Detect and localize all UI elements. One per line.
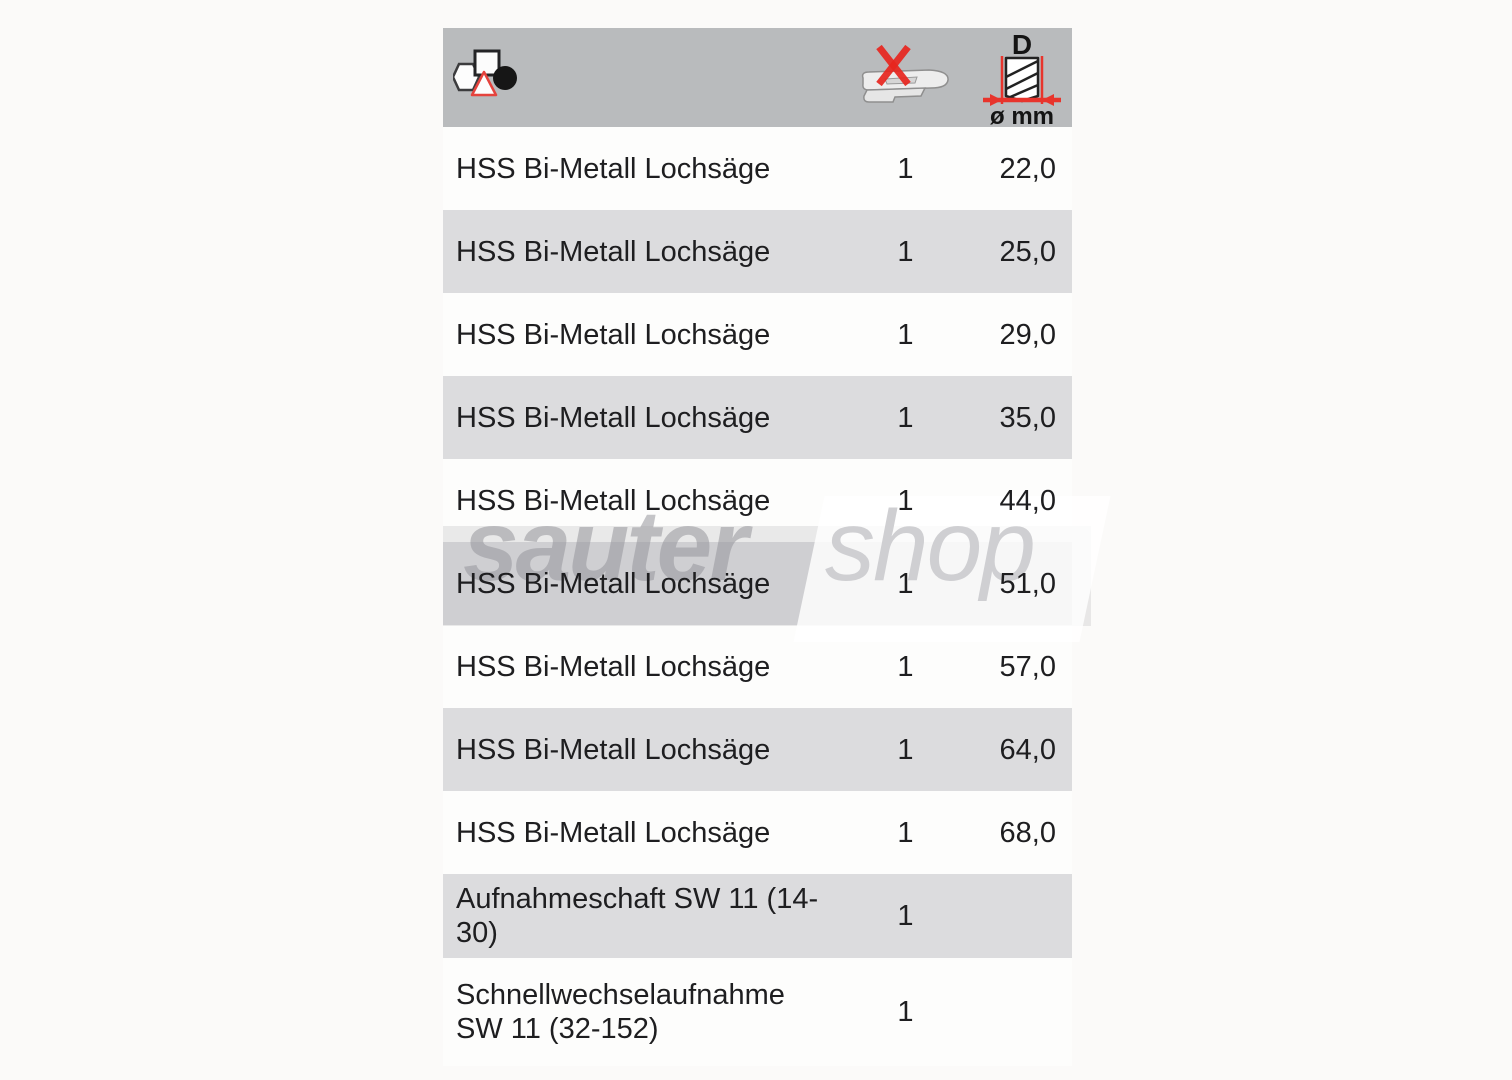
table-row: HSS Bi-Metall Lochsäge 1 57,0 xyxy=(443,625,1072,708)
row-diameter: 68,0 xyxy=(999,816,1056,849)
row-quantity: 1 xyxy=(897,567,914,600)
row-diameter-cell: 22,0 xyxy=(983,152,1072,186)
not-included-machine-icon xyxy=(861,44,949,103)
table-row: Aufnahmeschaft SW 11 (14-30) 1 xyxy=(443,874,1072,958)
row-quantity: 1 xyxy=(897,235,914,268)
row-diameter-cell xyxy=(983,995,1072,1029)
row-quantity-cell: 1 xyxy=(828,816,983,850)
row-diameter: 25,0 xyxy=(999,235,1056,268)
row-diameter: 64,0 xyxy=(999,733,1056,766)
table-row: HSS Bi-Metall Lochsäge 1 44,0 xyxy=(443,459,1072,542)
row-quantity: 1 xyxy=(897,484,914,517)
row-description: Aufnahmeschaft SW 11 (14-30) xyxy=(456,883,819,949)
row-quantity-cell: 1 xyxy=(828,567,983,601)
row-quantity: 1 xyxy=(897,650,914,683)
row-description-cell: HSS Bi-Metall Lochsäge xyxy=(443,484,828,518)
row-quantity-cell: 1 xyxy=(828,899,983,933)
row-description-cell: HSS Bi-Metall Lochsäge xyxy=(443,733,828,767)
row-diameter: 44,0 xyxy=(999,484,1056,517)
row-diameter: 57,0 xyxy=(999,650,1056,683)
row-description: HSS Bi-Metall Lochsäge xyxy=(456,567,771,600)
row-diameter-cell: 64,0 xyxy=(983,733,1072,767)
diameter-unit-label: ø mm xyxy=(990,103,1054,130)
table-row: HSS Bi-Metall Lochsäge 1 68,0 xyxy=(443,791,1072,874)
row-description: HSS Bi-Metall Lochsäge xyxy=(456,484,771,517)
table-row: HSS Bi-Metall Lochsäge 1 35,0 xyxy=(443,376,1072,459)
row-description: HSS Bi-Metall Lochsäge xyxy=(456,318,771,351)
row-diameter-cell: 25,0 xyxy=(983,235,1072,269)
row-quantity: 1 xyxy=(897,318,914,351)
table-row: HSS Bi-Metall Lochsäge 1 51,0 xyxy=(443,542,1072,625)
table-row: HSS Bi-Metall Lochsäge 1 22,0 xyxy=(443,127,1072,210)
row-quantity-cell: 1 xyxy=(828,733,983,767)
row-quantity: 1 xyxy=(897,401,914,434)
row-quantity: 1 xyxy=(897,152,914,185)
table-row: Schnellwechselaufnahme SW 11 (32-152) 1 xyxy=(443,958,1072,1066)
row-description-cell: Schnellwechselaufnahme SW 11 (32-152) xyxy=(443,978,828,1046)
row-description: HSS Bi-Metall Lochsäge xyxy=(456,401,771,434)
table-row: HSS Bi-Metall Lochsäge 1 25,0 xyxy=(443,210,1072,293)
row-diameter-cell: 51,0 xyxy=(983,567,1072,601)
row-description: Schnellwechselaufnahme SW 11 (32-152) xyxy=(456,979,785,1045)
table-row: HSS Bi-Metall Lochsäge 1 29,0 xyxy=(443,293,1072,376)
row-quantity-cell: 1 xyxy=(828,995,983,1029)
diameter-letter: D xyxy=(1012,30,1032,60)
row-quantity-cell: 1 xyxy=(828,152,983,186)
set-contents-shapes-icon xyxy=(453,49,517,97)
row-description-cell: HSS Bi-Metall Lochsäge xyxy=(443,567,828,601)
row-description-cell: HSS Bi-Metall Lochsäge xyxy=(443,152,828,186)
drill-diameter-icon: D ø mm xyxy=(983,30,1061,130)
row-description-cell: HSS Bi-Metall Lochsäge xyxy=(443,650,828,684)
row-description: HSS Bi-Metall Lochsäge xyxy=(456,152,771,185)
row-description-cell: HSS Bi-Metall Lochsäge xyxy=(443,318,828,352)
row-diameter: 29,0 xyxy=(999,318,1056,351)
row-diameter-cell: 44,0 xyxy=(983,484,1072,518)
row-diameter: 35,0 xyxy=(999,401,1056,434)
row-quantity: 1 xyxy=(897,816,914,849)
spec-table: D ø mm HSS Bi-Metall Lochsäge 1 22,0 HSS… xyxy=(443,28,1111,1066)
row-quantity-cell: 1 xyxy=(828,318,983,352)
table-body: HSS Bi-Metall Lochsäge 1 22,0 HSS Bi-Met… xyxy=(443,127,1072,1066)
row-description-cell: Aufnahmeschaft SW 11 (14-30) xyxy=(443,882,828,950)
row-description-cell: HSS Bi-Metall Lochsäge xyxy=(443,235,828,269)
row-quantity-cell: 1 xyxy=(828,650,983,684)
row-diameter-cell: 57,0 xyxy=(983,650,1072,684)
row-diameter-cell: 35,0 xyxy=(983,401,1072,435)
row-quantity: 1 xyxy=(897,900,914,932)
table-row: HSS Bi-Metall Lochsäge 1 64,0 xyxy=(443,708,1072,791)
row-diameter-cell: 68,0 xyxy=(983,816,1072,850)
row-quantity-cell: 1 xyxy=(828,484,983,518)
row-diameter-cell xyxy=(983,899,1072,933)
row-quantity-cell: 1 xyxy=(828,235,983,269)
row-quantity: 1 xyxy=(897,733,914,766)
row-description: HSS Bi-Metall Lochsäge xyxy=(456,733,771,766)
row-diameter: 22,0 xyxy=(999,152,1056,185)
row-diameter-cell: 29,0 xyxy=(983,318,1072,352)
spec-table-header: D ø mm xyxy=(443,28,1072,130)
row-diameter: 51,0 xyxy=(999,567,1056,600)
row-description: HSS Bi-Metall Lochsäge xyxy=(456,650,771,683)
row-quantity: 1 xyxy=(897,996,914,1028)
row-description-cell: HSS Bi-Metall Lochsäge xyxy=(443,401,828,435)
row-description-cell: HSS Bi-Metall Lochsäge xyxy=(443,816,828,850)
row-quantity-cell: 1 xyxy=(828,401,983,435)
row-description: HSS Bi-Metall Lochsäge xyxy=(456,235,771,268)
row-description: HSS Bi-Metall Lochsäge xyxy=(456,816,771,849)
